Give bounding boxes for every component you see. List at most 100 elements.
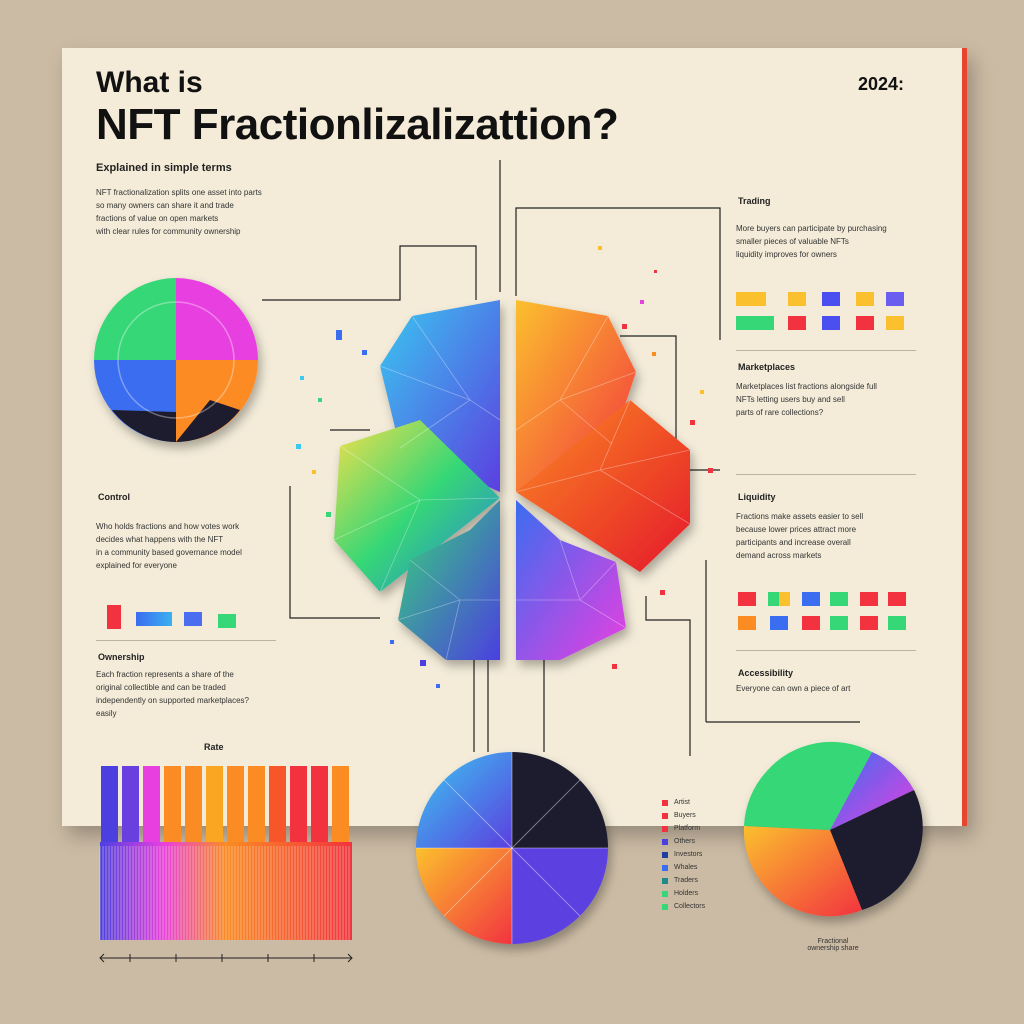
page-title: NFT Fractionlizalizattion? (96, 100, 619, 149)
legend-label: Platform (674, 825, 701, 832)
legend-label: Others (674, 838, 696, 845)
section-heading-marketplaces: Marketplaces (738, 362, 796, 372)
marketplaces-text: Marketplaces list fractions alongside fu… (736, 380, 916, 419)
text-line: original collectible and can be traded (96, 683, 226, 692)
legend-swatch (662, 877, 668, 884)
color-swatch (218, 614, 236, 628)
legend-label: Collectors (674, 903, 706, 910)
text-line: fractions of value on open markets (96, 214, 219, 223)
legend-label: Traders (674, 877, 698, 884)
text-line: so many owners can share it and trade (96, 201, 234, 210)
bar-segment (269, 766, 286, 846)
bar-segment (248, 766, 265, 846)
color-swatch (736, 316, 774, 330)
color-swatch (738, 592, 756, 606)
section-heading-accessibility: Accessibility (738, 668, 794, 678)
bar-segment (227, 766, 244, 846)
year-label: 2024: (858, 74, 905, 94)
color-swatch (768, 592, 790, 606)
text-line: in a community based governance model (96, 548, 242, 557)
divider (736, 474, 916, 475)
bar-segment (143, 766, 160, 846)
legend: Artist Buyers Platform Others Investors … (662, 796, 705, 913)
divider (736, 650, 916, 651)
bar-segment (206, 766, 223, 846)
legend-label: Whales (674, 864, 698, 871)
legend-label: Artist (674, 799, 690, 806)
text-line: participants and increase overall (736, 538, 851, 547)
legend-swatch (662, 838, 668, 845)
bar-segment (311, 766, 328, 846)
connector-lines (262, 160, 860, 756)
color-swatch (830, 616, 848, 630)
text-line: easily (96, 709, 117, 718)
legend-swatch (662, 799, 668, 806)
control-text: Who holds fractions and how votes work d… (96, 520, 266, 572)
bar-base (100, 842, 352, 940)
color-swatch (822, 316, 840, 330)
color-swatch (788, 292, 806, 306)
text-line: parts of rare collections? (736, 408, 824, 417)
bar-segment (122, 766, 139, 846)
legend-item: Traders (662, 874, 705, 887)
intro-text: NFT fractionalization splits one asset i… (96, 186, 346, 238)
color-swatch (184, 612, 202, 626)
section-heading-control: Control (98, 492, 130, 502)
ownership-text: Each fraction represents a share of the … (96, 668, 286, 720)
color-swatch (736, 292, 766, 306)
text-line: explained for everyone (96, 561, 177, 570)
legend-item: Investors (662, 848, 705, 861)
color-swatch (860, 592, 878, 606)
legend-swatch (662, 825, 668, 832)
text-line: Each fraction represents a share of the (96, 670, 234, 679)
legend-label: Investors (674, 851, 703, 858)
color-swatch (886, 292, 904, 306)
bar-heading: Rate (204, 742, 224, 752)
bar-segment (164, 766, 181, 846)
text-line: liquidity improves for owners (736, 250, 837, 259)
accessibility-text: Everyone can own a piece of art (736, 682, 916, 695)
divider (736, 350, 916, 351)
color-swatch (830, 592, 848, 606)
pie-chart-left (94, 278, 258, 442)
legend-item: Others (662, 835, 705, 848)
text-line: Fractions make assets easier to sell (736, 512, 864, 521)
text-line: because lower prices attract more (736, 525, 857, 534)
legend-swatch (662, 890, 668, 897)
bar-segment (185, 766, 202, 846)
fractionalized-crystal (333, 300, 691, 661)
legend-swatch (662, 864, 668, 871)
legend-swatch (662, 851, 668, 858)
legend-item: Collectors (662, 900, 705, 913)
section-heading-trading: Trading (738, 196, 771, 206)
color-swatch (788, 316, 806, 330)
legend-swatch (662, 903, 668, 910)
text-line: smaller pieces of valuable NFTs (736, 237, 849, 246)
caption-line: ownership share (807, 945, 859, 952)
text-line: decides what happens with the NFT (96, 535, 224, 544)
color-swatch (802, 592, 820, 606)
color-swatch (856, 292, 874, 306)
legend-item: Holders (662, 887, 705, 900)
text-line: Who holds fractions and how votes work (96, 522, 240, 531)
legend-item: Whales (662, 861, 705, 874)
color-swatch (856, 316, 874, 330)
section-heading-liquidity: Liquidity (738, 492, 776, 502)
infographic-board (62, 48, 967, 826)
rate-bars (99, 766, 352, 940)
color-swatch (107, 605, 121, 629)
title-line-1: What is (96, 66, 203, 99)
confetti (296, 246, 713, 688)
section-heading-ownership: Ownership (98, 652, 145, 662)
color-swatch (886, 316, 904, 330)
text-line: independently on supported marketplaces? (96, 696, 249, 705)
color-swatch (136, 612, 172, 626)
color-swatch (822, 292, 840, 306)
text-line: NFT fractionalization splits one asset i… (96, 188, 262, 197)
legend-label: Holders (674, 890, 699, 897)
color-swatch (770, 616, 788, 630)
legend-item: Artist (662, 796, 705, 809)
liquidity-text: Fractions make assets easier to sell bec… (736, 510, 916, 562)
color-swatch (888, 592, 906, 606)
